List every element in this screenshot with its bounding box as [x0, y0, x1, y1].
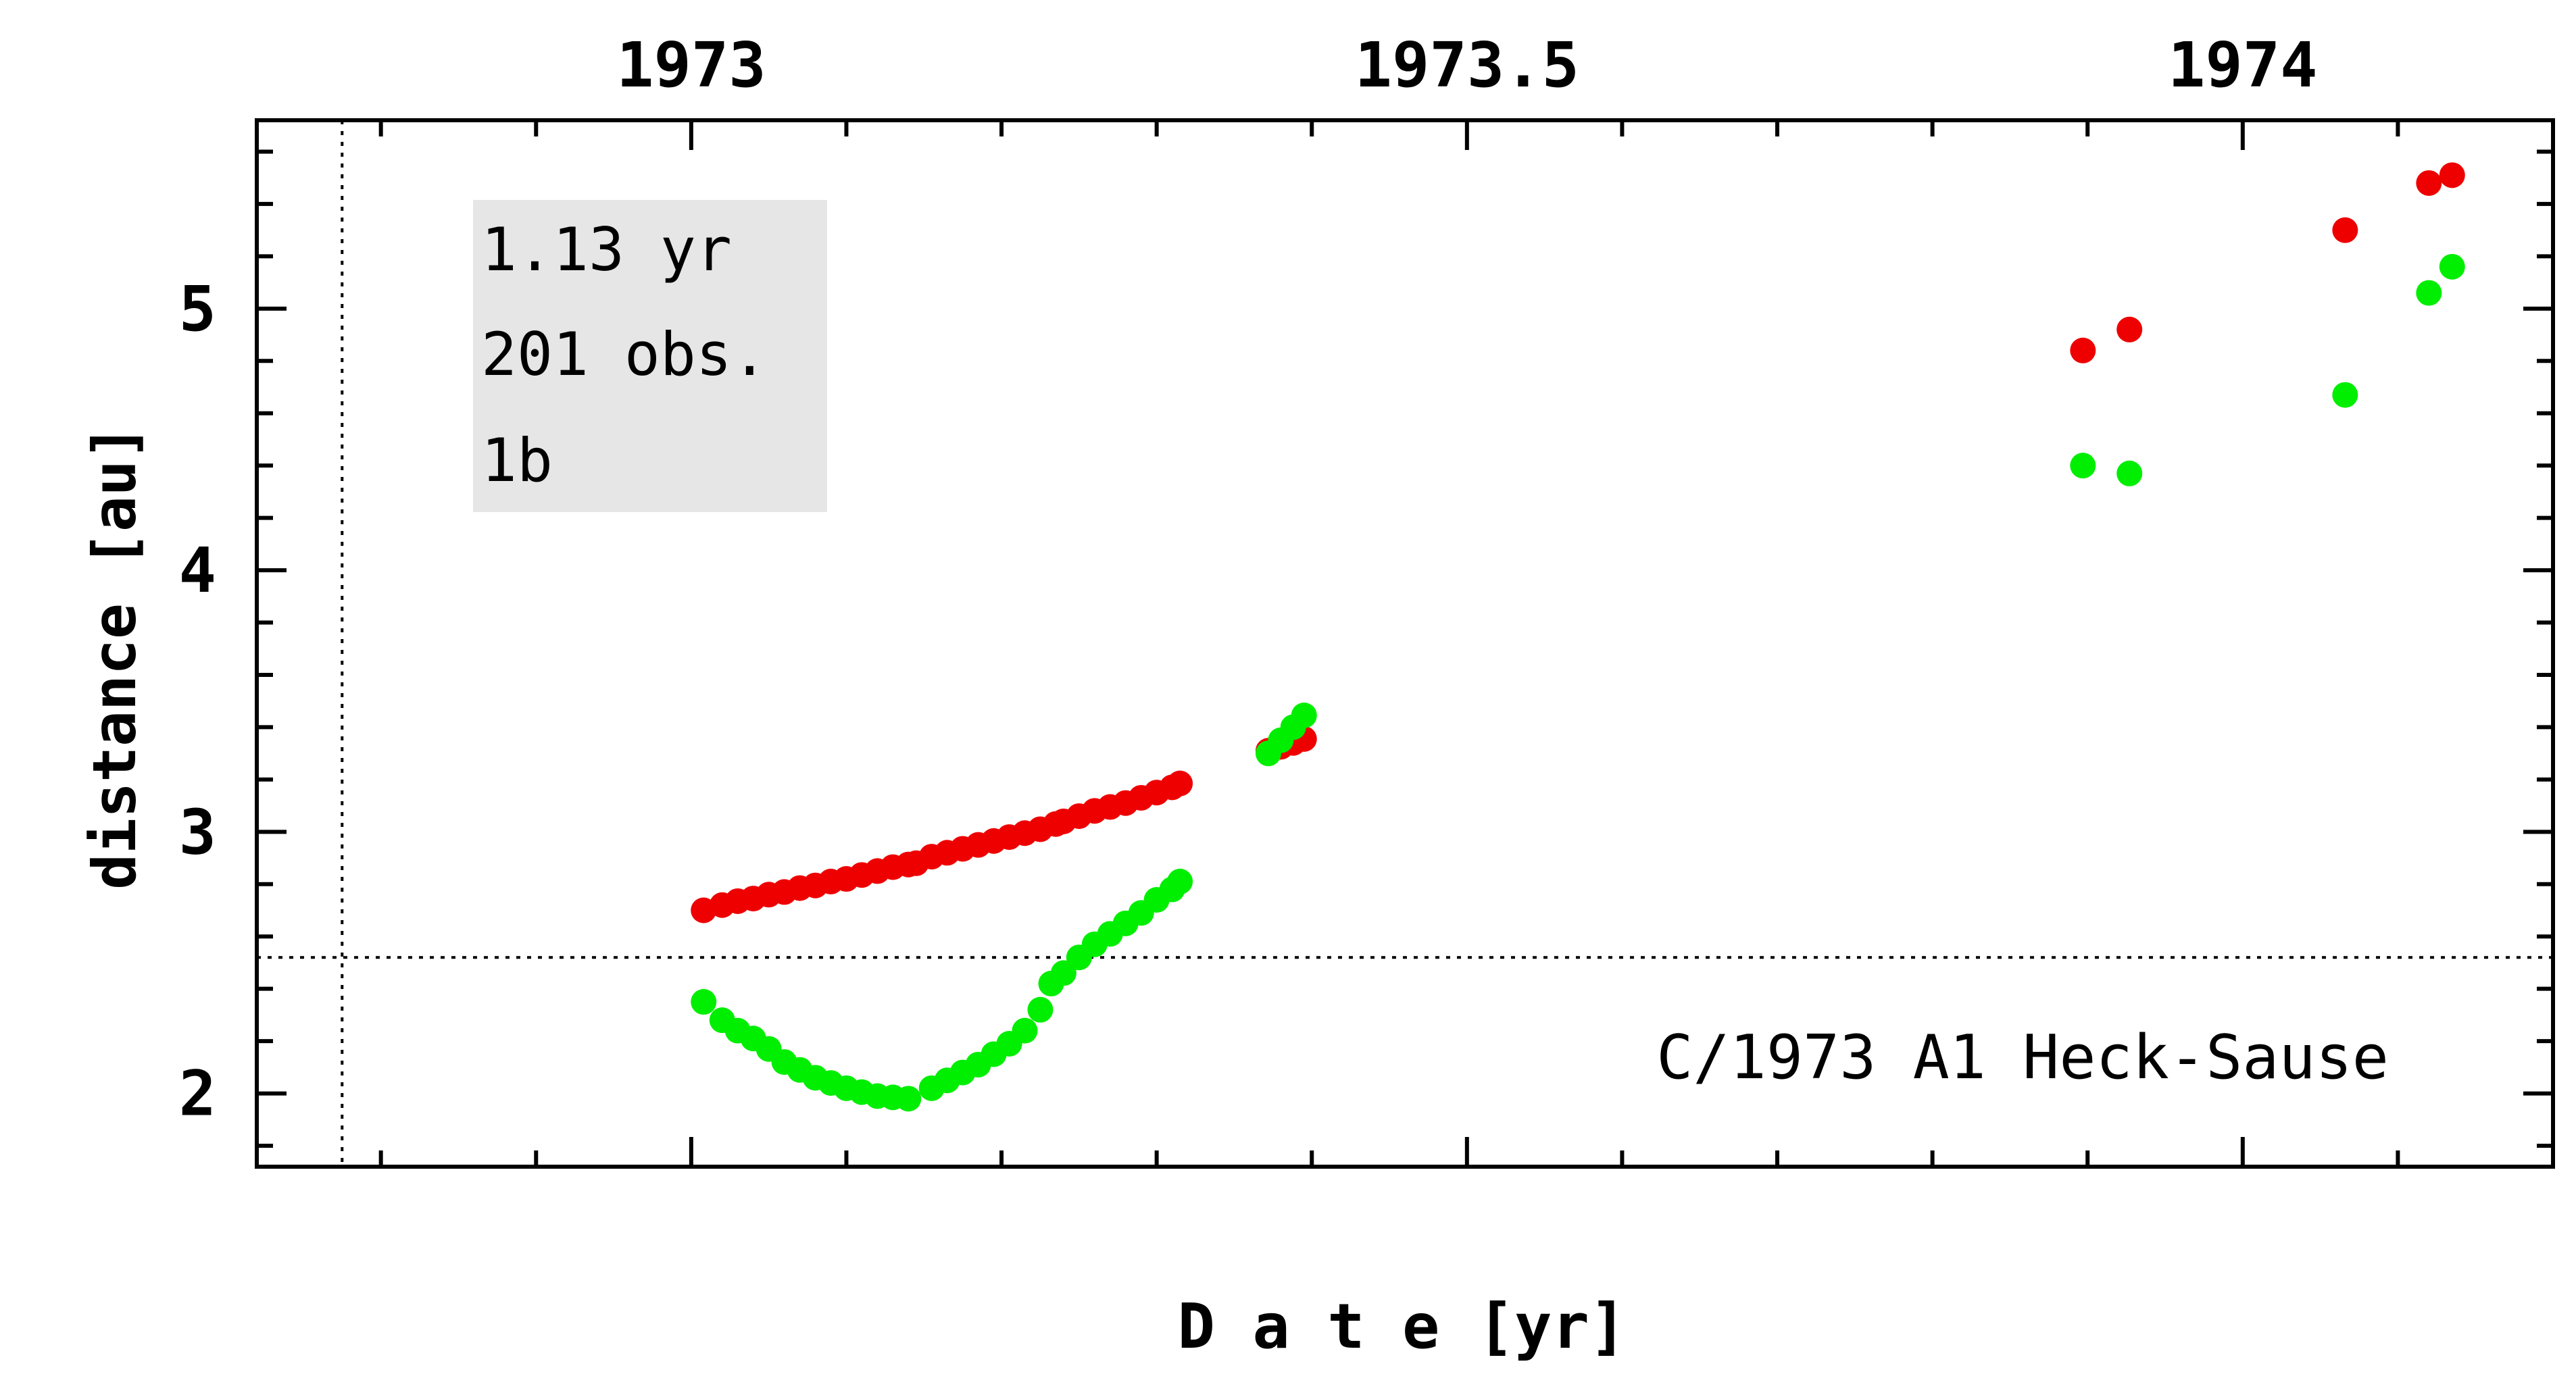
y-tick-label: 4 — [179, 534, 216, 607]
data-point-green — [895, 1086, 922, 1112]
data-point-red — [1167, 770, 1193, 796]
x-tick-label: 1973.5 — [1355, 29, 1579, 101]
tick-labels: 1973 1973.5 1974 2 3 4 5 — [179, 29, 2318, 1130]
info-box: 1.13 yr 201 obs. 1b — [473, 200, 827, 512]
x-tick-label: 1974 — [2168, 29, 2318, 101]
comet-name-annotation: C/1973 A1 Heck-Sause — [1656, 1022, 2389, 1093]
reference-lines — [257, 120, 2553, 1167]
x-axis-label: D a t e [yr] — [1178, 1290, 1627, 1363]
info-observations: 201 obs. — [481, 320, 768, 389]
data-point-green — [691, 989, 717, 1015]
data-point-green — [2439, 253, 2465, 280]
info-solution-type: 1b — [481, 426, 553, 495]
y-axis-label: distance [au] — [80, 424, 149, 890]
info-timespan: 1.13 yr — [481, 215, 732, 284]
data-point-green — [2116, 460, 2143, 486]
x-tick-label: 1973 — [616, 29, 766, 101]
y-tick-label: 5 — [179, 273, 216, 345]
data-point-green — [2332, 382, 2358, 408]
data-point-green — [1027, 996, 1054, 1023]
data-points — [691, 162, 2465, 1112]
data-point-green — [1291, 702, 1317, 728]
data-point-green — [2070, 453, 2096, 479]
data-point-green — [1012, 1017, 1038, 1044]
y-tick-label: 2 — [179, 1058, 216, 1130]
tick-marks — [257, 120, 2555, 1167]
data-point-red — [2416, 170, 2442, 196]
data-point-green — [2416, 280, 2442, 306]
y-tick-label: 3 — [179, 796, 216, 868]
data-point-red — [2439, 162, 2465, 188]
info-box-background — [473, 200, 827, 512]
data-point-green — [1167, 868, 1193, 894]
data-point-red — [2332, 217, 2358, 243]
data-point-red — [2070, 337, 2096, 363]
data-point-green — [1050, 960, 1076, 986]
plot-frame — [255, 118, 2555, 1169]
data-point-red — [2116, 316, 2143, 343]
axes: 1973 1973.5 1974 2 3 4 5 — [179, 29, 2555, 1169]
